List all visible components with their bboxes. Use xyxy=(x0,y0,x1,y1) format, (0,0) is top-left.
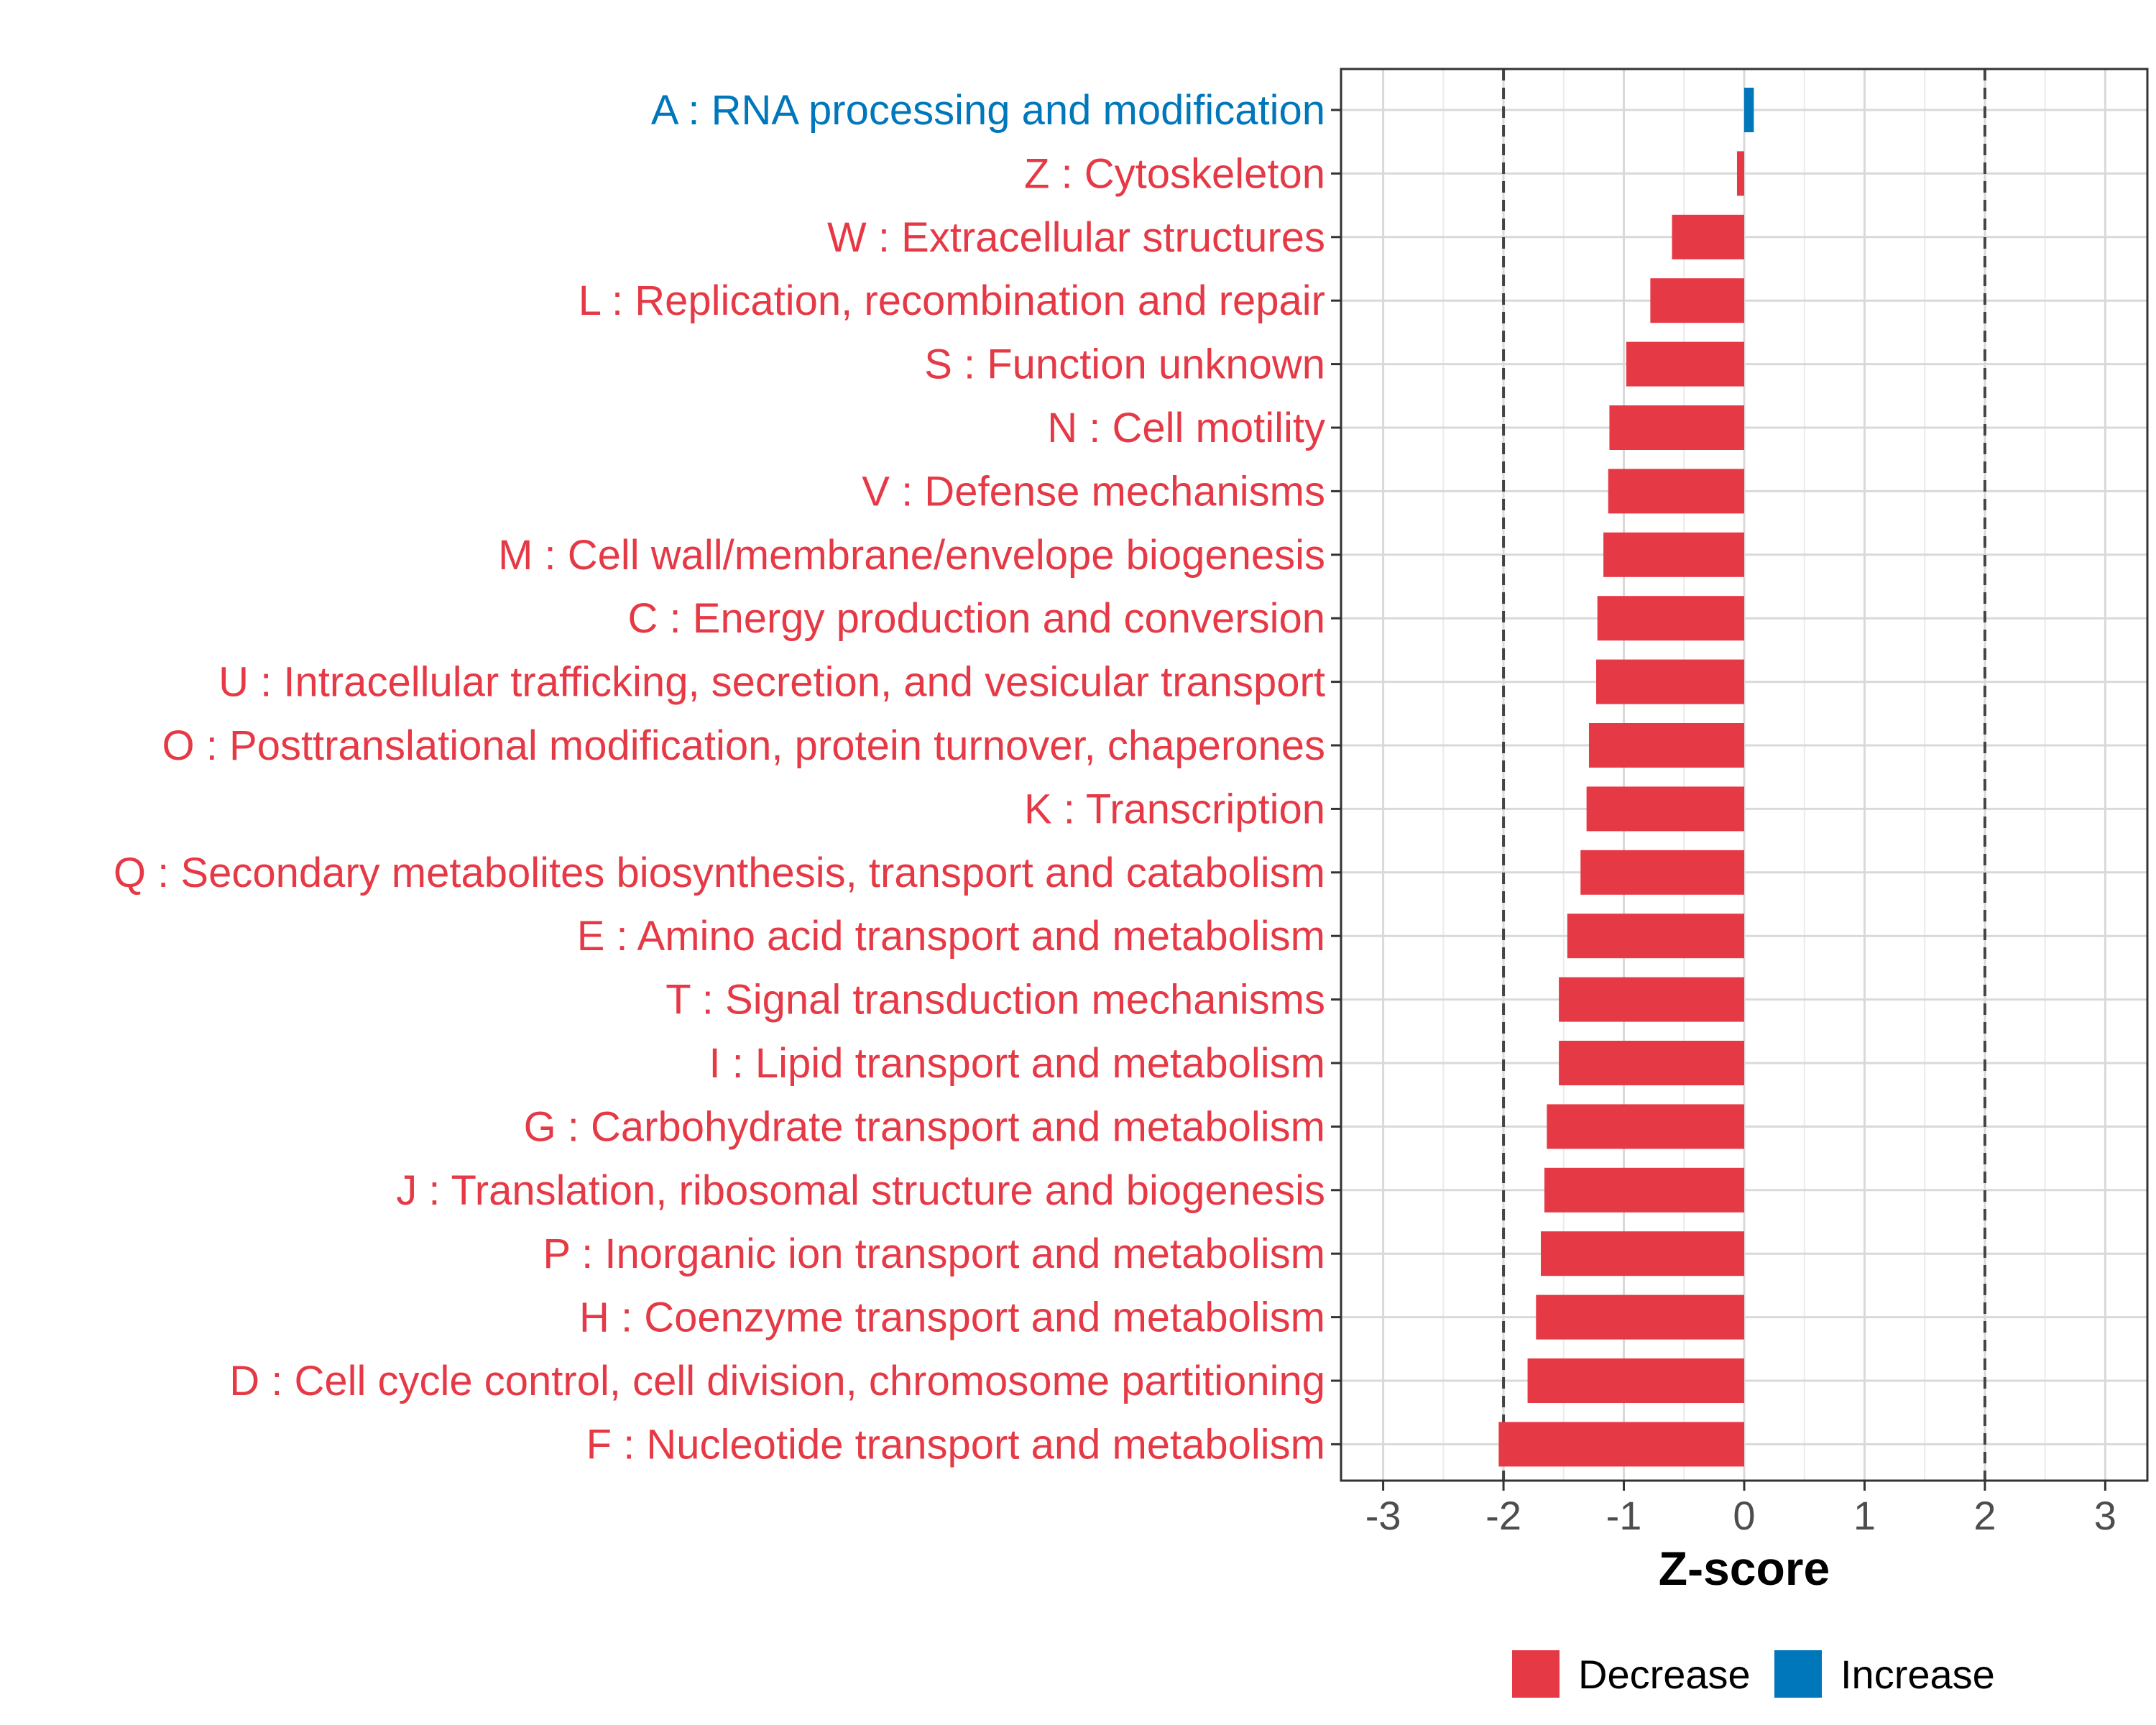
legend-label-increase: Increase xyxy=(1841,1652,1995,1697)
category-label: W : Extracellular structures xyxy=(827,214,1325,261)
category-label: U : Intracellular trafficking, secretion… xyxy=(218,659,1325,706)
category-label: Z : Cytoskeleton xyxy=(1024,150,1325,197)
bar xyxy=(1588,723,1744,768)
bar xyxy=(1603,532,1744,577)
category-label: F : Nucleotide transport and metabolism xyxy=(586,1421,1325,1468)
category-label: M : Cell wall/membrane/envelope biogenes… xyxy=(498,532,1325,579)
x-tick-label: -2 xyxy=(1485,1493,1521,1538)
x-tick-label: 3 xyxy=(2094,1493,2116,1538)
x-axis-title: Z-score xyxy=(1659,1542,1830,1595)
x-axis-ticks: -3 -2 -1 0 1 2 3 xyxy=(1365,1481,2116,1538)
bar xyxy=(1736,151,1744,196)
category-label: I : Lipid transport and metabolism xyxy=(709,1040,1325,1087)
bar xyxy=(1586,786,1744,832)
bar xyxy=(1540,1231,1744,1276)
x-tick-label: 1 xyxy=(1853,1493,1876,1538)
category-label: E : Amino acid transport and metabolism xyxy=(577,913,1325,960)
category-label: P : Inorganic ion transport and metaboli… xyxy=(543,1230,1325,1277)
category-label: C : Energy production and conversion xyxy=(628,595,1325,642)
bar xyxy=(1498,1422,1744,1467)
category-label: K : Transcription xyxy=(1024,786,1325,832)
x-tick-label: 2 xyxy=(1973,1493,1996,1538)
bar xyxy=(1597,596,1744,641)
bar xyxy=(1744,88,1754,132)
bar xyxy=(1626,341,1744,387)
legend-swatch-decrease xyxy=(1512,1650,1560,1698)
category-label: J : Translation, ribosomal structure and… xyxy=(396,1167,1325,1214)
category-label: G : Carbohydrate transport and metabolis… xyxy=(524,1103,1325,1150)
bar xyxy=(1544,1167,1744,1213)
bar xyxy=(1650,278,1744,323)
bar xyxy=(1567,914,1744,959)
bars xyxy=(1498,88,1754,1467)
legend: Decrease Increase xyxy=(1512,1650,1995,1698)
category-label: V : Defense mechanisms xyxy=(862,468,1325,515)
category-label: T : Signal transduction mechanisms xyxy=(665,977,1325,1024)
category-label: Q : Secondary metabolites biosynthesis, … xyxy=(114,850,1325,896)
x-tick-label: 0 xyxy=(1733,1493,1755,1538)
bar xyxy=(1608,469,1744,514)
y-axis-ticks xyxy=(1331,109,1341,1445)
bar xyxy=(1596,659,1744,704)
category-label: D : Cell cycle control, cell division, c… xyxy=(229,1358,1325,1404)
bar xyxy=(1672,214,1744,259)
category-label: A : RNA processing and modification xyxy=(651,87,1325,134)
category-label: N : Cell motility xyxy=(1047,405,1325,451)
bar xyxy=(1527,1358,1744,1403)
x-tick-label: -3 xyxy=(1365,1493,1401,1538)
bar xyxy=(1559,977,1744,1022)
legend-label-decrease: Decrease xyxy=(1578,1652,1751,1697)
category-label: S : Function unknown xyxy=(924,341,1325,388)
x-tick-label: -1 xyxy=(1606,1493,1642,1538)
category-labels: A : RNA processing and modification Z : C… xyxy=(114,87,1325,1468)
legend-swatch-increase xyxy=(1774,1650,1822,1698)
bar xyxy=(1580,850,1744,895)
bar xyxy=(1559,1041,1744,1085)
bar xyxy=(1609,405,1744,450)
bar xyxy=(1547,1104,1744,1149)
reference-lines xyxy=(1502,69,1986,1481)
category-label: L : Replication, recombination and repai… xyxy=(579,277,1325,324)
category-label: H : Coenzyme transport and metabolism xyxy=(579,1294,1325,1341)
bar xyxy=(1536,1294,1744,1340)
category-label: O : Posttranslational modification, prot… xyxy=(162,722,1325,769)
